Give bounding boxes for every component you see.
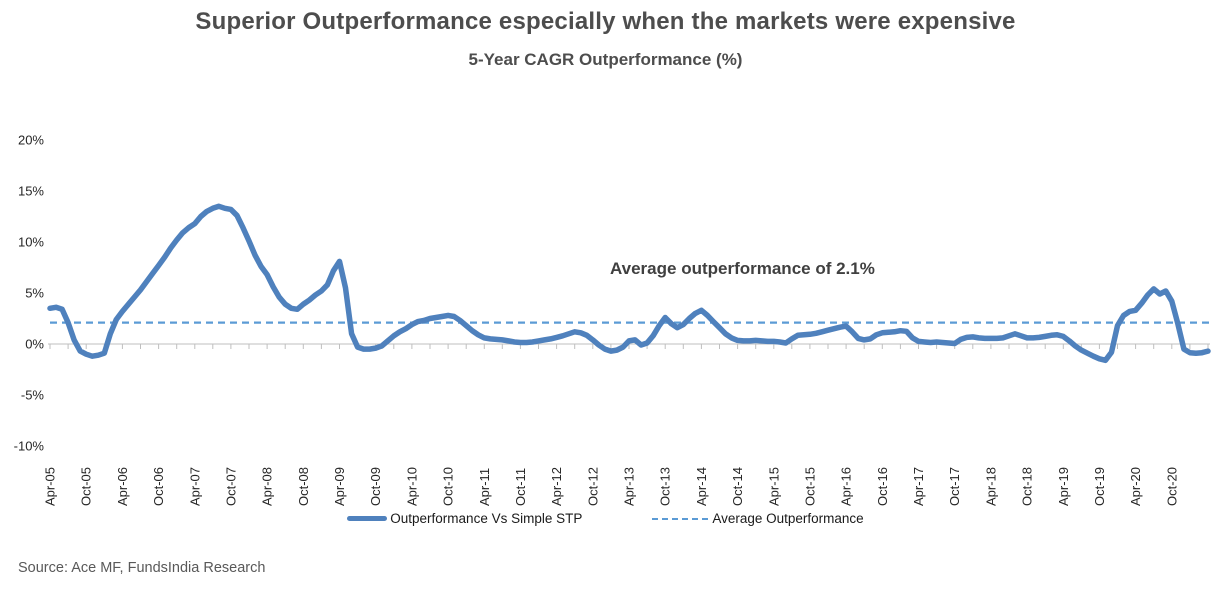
x-axis-label: Apr-08 [260, 467, 275, 506]
y-axis-label: -5% [21, 388, 45, 403]
x-axis-label: Apr-15 [766, 467, 781, 506]
x-axis-label: Oct-20 [1164, 467, 1179, 506]
chart-subtitle: 5-Year CAGR Outperformance (%) [468, 50, 743, 69]
x-axis-label: Apr-17 [911, 467, 926, 506]
x-axis-label: Oct-07 [223, 467, 238, 506]
x-axis-label: Oct-08 [296, 467, 311, 506]
x-axis-label: Oct-12 [585, 467, 600, 506]
legend-item-average: Average Outperformance [652, 511, 864, 526]
x-axis-label: Oct-11 [513, 468, 528, 506]
x-axis-label: Apr-16 [839, 467, 854, 506]
x-axis-label: Apr-13 [622, 467, 637, 506]
x-axis-label: Oct-05 [79, 467, 94, 506]
x-axis-label: Oct-19 [1092, 467, 1107, 506]
x-axis-label: Apr-09 [332, 467, 347, 506]
y-axis-label: 15% [18, 184, 44, 199]
legend-line-marker [347, 516, 388, 521]
y-axis-label: 10% [18, 235, 44, 250]
x-axis-label: Apr-12 [549, 467, 564, 506]
x-axis-label: Oct-18 [1020, 467, 1035, 506]
legend-label-average: Average Outperformance [712, 511, 864, 526]
legend-label-outperformance: Outperformance Vs Simple STP [390, 511, 583, 526]
x-axis-label: Oct-06 [151, 467, 166, 506]
x-axis-label: Apr-11 [477, 468, 492, 506]
y-axis-label: -10% [14, 439, 45, 454]
chart-title: Superior Outperformance especially when … [195, 8, 1016, 35]
legend-item-outperformance: Outperformance Vs Simple STP [347, 511, 582, 526]
x-axis-label: Apr-18 [983, 467, 998, 506]
outperformance-line [47, 203, 1211, 364]
x-axis-label: Oct-16 [875, 467, 890, 506]
x-axis-label: Oct-14 [730, 467, 745, 506]
x-axis-label: Apr-05 [43, 467, 58, 506]
legend: Outperformance Vs Simple STP Average Out… [0, 511, 1211, 526]
x-axis-label: Apr-07 [187, 467, 202, 506]
x-axis-label: Apr-20 [1128, 467, 1143, 506]
x-axis-label: Oct-13 [658, 467, 673, 506]
y-axis-label: 5% [25, 286, 44, 301]
legend-dashed-marker [652, 517, 709, 520]
x-axis-label: Oct-10 [441, 467, 456, 506]
y-axis-label: 0% [25, 337, 44, 352]
x-axis-label: Apr-06 [115, 467, 130, 506]
source-note: Source: Ace MF, FundsIndia Research [18, 560, 266, 576]
x-axis-label: Oct-15 [802, 467, 817, 506]
x-axis-label: Oct-17 [947, 467, 962, 506]
x-axis-label: Apr-19 [1056, 467, 1071, 506]
y-axis-label: 20% [18, 133, 44, 148]
x-axis-label: Apr-14 [694, 467, 709, 506]
average-annotation: Average outperformance of 2.1% [610, 259, 875, 278]
x-axis-label: Oct-09 [368, 467, 383, 506]
x-axis-label: Apr-10 [404, 467, 419, 506]
